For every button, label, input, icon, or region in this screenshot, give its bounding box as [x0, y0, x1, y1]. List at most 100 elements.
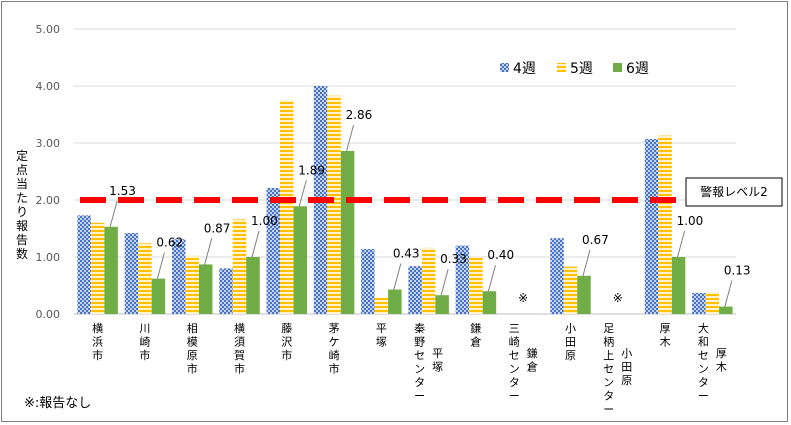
leader-line [582, 249, 591, 276]
data-label: 0.33 [440, 252, 467, 266]
y-axis-title-char: た [16, 191, 28, 205]
category-label-char: 模 [187, 336, 198, 349]
data-label: 0.67 [582, 233, 609, 247]
y-tick-label: 1.00 [36, 251, 61, 264]
leader-line [109, 200, 118, 227]
y-tick-label: 4.00 [36, 80, 61, 93]
category-label-char: 横 [92, 321, 103, 335]
category-label-char: 崎 [509, 335, 520, 349]
legend-label: 6週 [626, 61, 649, 77]
bar-6週-12 [671, 257, 686, 314]
y-tick-label: 2.00 [36, 194, 61, 207]
data-label: 1.00 [251, 214, 278, 228]
category-sublabel-char: 塚 [432, 361, 443, 374]
category-label-char: 浜 [92, 336, 103, 349]
data-label: 1.53 [109, 184, 136, 198]
category-sublabel-char: 小 [621, 347, 632, 360]
category-label-char: 市 [92, 348, 103, 362]
category-label-char: 茅 [329, 322, 340, 335]
y-axis-title-char: 当 [16, 177, 28, 191]
y-tick-label: 0.00 [36, 308, 61, 321]
no-report-mark: ※ [518, 291, 528, 305]
y-axis-title-char: り [16, 205, 28, 219]
bar-5週-4 [280, 100, 294, 314]
bar-6週-1 [151, 278, 166, 314]
bars [77, 86, 733, 314]
bar-4週-3 [219, 268, 233, 314]
y-axis-title-char: 告 [16, 233, 28, 247]
category-label-char: 木 [660, 336, 671, 349]
category-label-char: セ [414, 349, 425, 362]
legend-label: 5週 [570, 61, 593, 77]
bar-5週-13 [705, 292, 720, 314]
legend-label: 4週 [513, 61, 536, 77]
leader-line [724, 280, 733, 307]
category-label-char: 崎 [139, 335, 150, 349]
category-label-char: ン [414, 363, 425, 376]
category-label-char: ン [603, 376, 614, 389]
data-label: 0.87 [204, 221, 231, 235]
legend: 4週 5週 6週 [500, 61, 649, 77]
category-label-char: 沢 [281, 335, 292, 349]
category-label-char: 横 [234, 321, 245, 335]
bar-6週-0 [104, 226, 118, 314]
category-label-char: ケ [329, 336, 340, 349]
legend-swatch-5週 [557, 63, 566, 72]
data-label: 1.89 [298, 163, 325, 177]
category-label-char: 柄 [603, 336, 614, 349]
bar-5週-7 [421, 247, 436, 314]
bar-6週-10 [577, 275, 591, 314]
bar-4週-4 [266, 188, 281, 314]
category-label-char: 市 [329, 362, 340, 376]
category-label-char: ー [603, 403, 614, 416]
leader-line [677, 230, 686, 258]
data-label: 0.62 [156, 236, 183, 250]
bar-5週-2 [185, 255, 199, 314]
category-label-char: 三 [509, 322, 520, 335]
bar-4週-0 [77, 215, 91, 314]
bar-6週-13 [719, 306, 733, 314]
bar-4週-10 [550, 238, 564, 314]
category-sublabel-char: 倉 [527, 360, 538, 374]
category-label-char: 上 [603, 349, 614, 362]
y-axis-title-char: 数 [16, 246, 28, 261]
bar-5週-5 [327, 95, 341, 314]
category-label-char: 須 [234, 336, 245, 349]
bar-6週-5 [340, 150, 355, 314]
category-label-char: 鎌 [470, 321, 481, 335]
category-sublabel-char: 木 [716, 361, 727, 374]
y-tick-label: 3.00 [36, 137, 61, 150]
bar-6週-7 [435, 295, 449, 314]
leader-line [156, 252, 165, 279]
category-label-char: 大 [698, 321, 709, 335]
category-label-char: ー [414, 390, 425, 403]
bar-5週-1 [138, 243, 152, 314]
category-label-char: 市 [139, 348, 150, 362]
category-label-char: 和 [698, 336, 709, 349]
footnote: ※:報告なし [24, 396, 91, 411]
category-label-char: セ [603, 363, 614, 376]
leader-line [251, 230, 260, 258]
no-report-mark: ※ [613, 291, 623, 305]
leader-line [440, 269, 449, 296]
bar-5週-3 [232, 219, 247, 314]
category-sublabel-char: 厚 [716, 347, 727, 360]
category-label-char: 市 [187, 362, 198, 376]
category-label-char: ン [698, 363, 709, 376]
data-label: 0.40 [487, 248, 514, 262]
category-label-char: 崎 [329, 348, 340, 362]
bar-4週-13 [692, 292, 706, 314]
reference-line: 警報レベル2 [80, 177, 783, 207]
category-label-char: 秦 [414, 321, 425, 335]
category-label-char: ー [509, 390, 520, 403]
bar-5週-6 [374, 297, 389, 314]
category-label-char: 小 [565, 322, 576, 335]
bar-6週-4 [293, 206, 308, 314]
bar-6週-2 [198, 264, 213, 314]
leader-line [298, 180, 307, 207]
category-label-char: タ [414, 376, 425, 389]
bar-4週-12 [644, 139, 659, 314]
category-sublabel-char: 平 [432, 347, 443, 360]
category-label-char: セ [698, 349, 709, 362]
category-label-char: タ [509, 376, 520, 389]
